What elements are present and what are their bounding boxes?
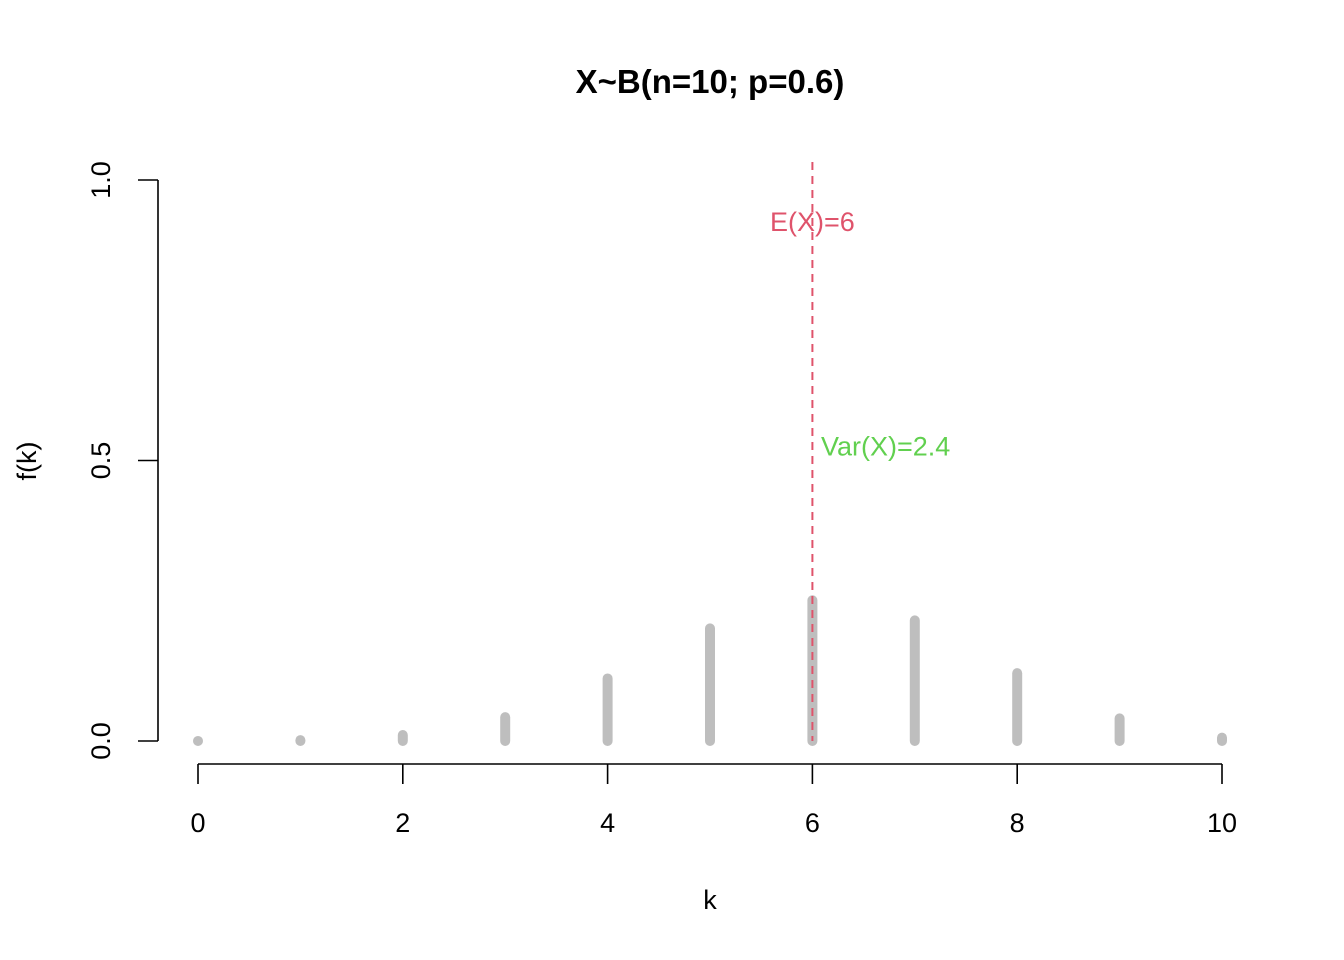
y-tick-label-0.5: 0.5 — [86, 442, 116, 480]
chart-title: X~B(n=10; p=0.6) — [576, 63, 845, 100]
x-tick-label-2: 2 — [395, 808, 410, 838]
annotations-group: E(X)=6 Var(X)=2.4 — [770, 207, 950, 461]
x-tick-label-10: 10 — [1207, 808, 1237, 838]
x-axis: 0 2 4 6 8 10 — [190, 763, 1237, 838]
x-tick-label-8: 8 — [1010, 808, 1025, 838]
y-tick-label-1.0: 1.0 — [86, 161, 116, 199]
y-tick-label-0.0: 0.0 — [86, 722, 116, 760]
variance-annotation: Var(X)=2.4 — [821, 432, 950, 462]
x-tick-label-6: 6 — [805, 808, 820, 838]
y-axis-title: f(k) — [12, 442, 42, 481]
x-axis-title: k — [703, 885, 717, 915]
mean-annotation: E(X)=6 — [770, 207, 855, 237]
x-tick-label-4: 4 — [600, 808, 615, 838]
x-tick-label-0: 0 — [190, 808, 205, 838]
bars-group — [193, 595, 1227, 746]
y-axis: 0.0 0.5 1.0 — [86, 161, 159, 760]
